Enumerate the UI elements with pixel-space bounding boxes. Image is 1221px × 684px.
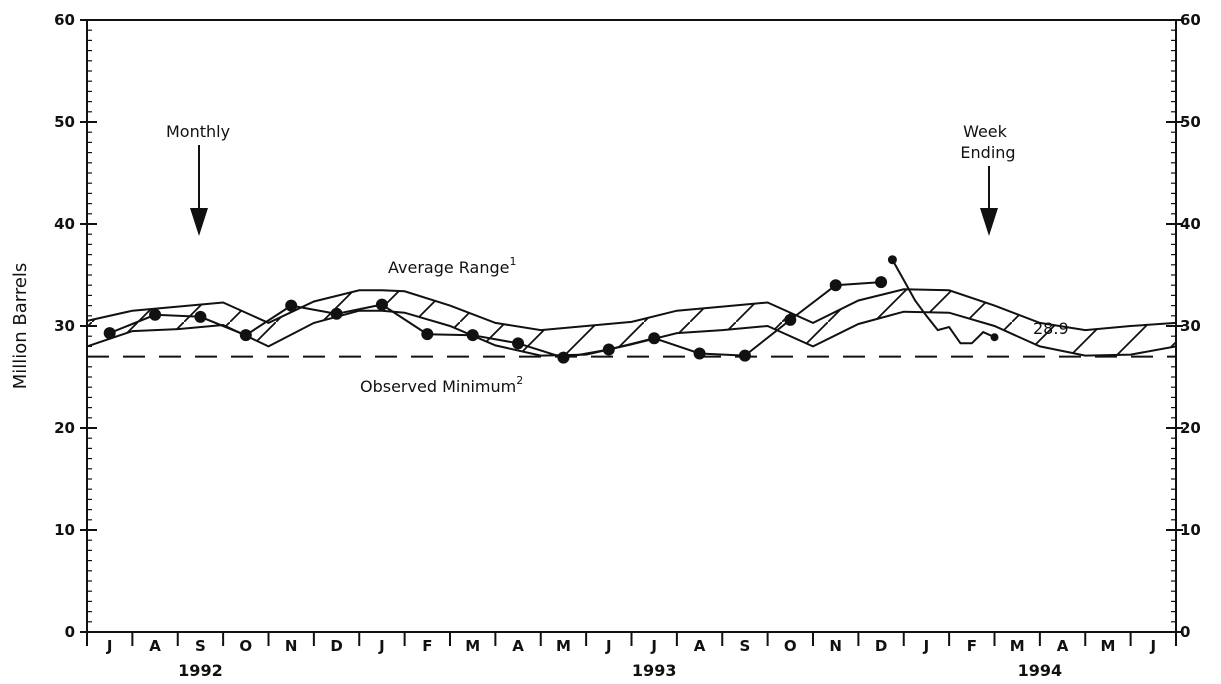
x-tick-label: M [1010,637,1025,655]
monthly-point [830,279,842,291]
x-tick-label: A [1057,637,1069,655]
monthly-point [194,311,206,323]
x-tick-label: M [556,637,571,655]
monthly-point [875,276,887,288]
monthly-point [648,332,660,344]
y-tick-label-right: 60 [1180,11,1201,29]
x-tick-label: J [378,637,385,655]
last-value-label: 28.9 [1033,319,1069,338]
x-tick-label: S [195,637,206,655]
monthly-point [376,299,388,311]
y-tick-label-right: 10 [1180,521,1201,539]
average-range-label: Average Range1 [388,255,517,277]
x-tick-label: J [106,637,113,655]
monthly-point [240,329,252,341]
average-range-band [87,289,1176,355]
week-ending-label-line1: Week [963,122,1008,141]
x-tick-label: A [512,637,524,655]
y-tick-label-left: 0 [65,623,75,641]
x-tick-label: J [1150,637,1157,655]
y-tick-label-left: 40 [54,215,75,233]
x-tick-label: N [829,637,842,655]
monthly-point [512,337,524,349]
x-tick-label: A [694,637,706,655]
y-tick-label-left: 30 [54,317,75,335]
monthly-point [603,343,615,355]
monthly-label: Monthly [166,122,230,141]
monthly-arrow [190,145,208,236]
year-label: 1992 [178,661,223,680]
monthly-point [421,328,433,340]
y-tick-label-left: 60 [54,11,75,29]
x-tick-label: S [740,637,751,655]
x-tick-label: D [330,637,342,655]
x-tick-label: O [784,637,797,655]
y-tick-label-left: 20 [54,419,75,437]
monthly-point [694,348,706,360]
y-tick-label-right: 0 [1180,623,1190,641]
y-tick-label-right: 20 [1180,419,1201,437]
week-ending-label-line2: Ending [960,143,1015,162]
x-tick-label: O [239,637,252,655]
y-tick-label-right: 40 [1180,215,1201,233]
y-tick-label-right: 30 [1180,317,1201,335]
y-tick-label-left: 10 [54,521,75,539]
x-tick-label: M [465,637,480,655]
x-tick-label: J [923,637,930,655]
monthly-point [557,352,569,364]
x-tick-label: A [149,637,161,655]
x-tick-label: M [1100,637,1115,655]
monthly-point [104,327,116,339]
y-axis-label: Million Barrels [10,263,31,390]
x-tick-label: D [875,637,887,655]
monthly-point [739,350,751,362]
monthly-point [285,300,297,312]
x-tick-label: J [605,637,612,655]
week-ending-arrow [980,166,998,236]
weekly-end-point [991,333,999,341]
monthly-point [331,308,343,320]
monthly-point [784,314,796,326]
x-tick-label: F [967,637,977,655]
x-tick-label: J [650,637,657,655]
monthly-point [149,309,161,321]
y-tick-label-right: 50 [1180,113,1201,131]
year-label: 1993 [632,661,677,680]
weekly-start-point [888,255,897,264]
x-tick-label: F [422,637,432,655]
monthly-point [467,329,479,341]
x-tick-label: N [285,637,298,655]
y-tick-label-left: 50 [54,113,75,131]
year-label: 1994 [1018,661,1063,680]
observed-minimum-label: Observed Minimum2 [360,374,523,396]
